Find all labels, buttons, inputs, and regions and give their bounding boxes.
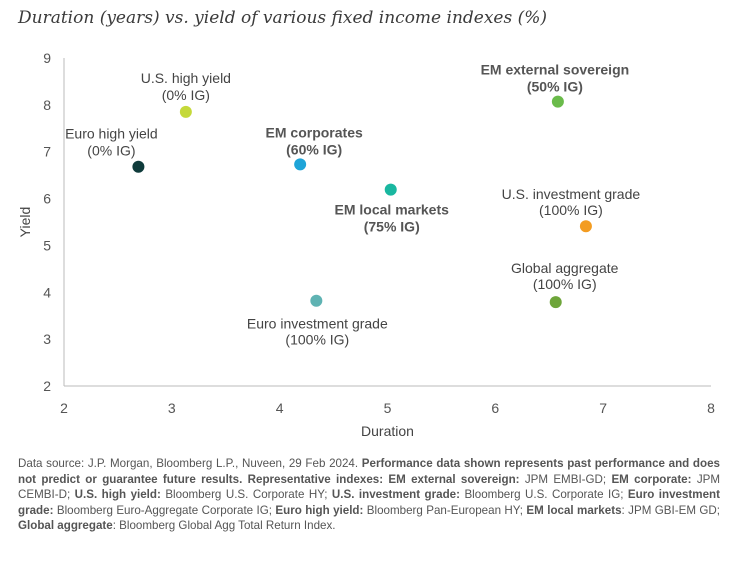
data-point bbox=[310, 294, 323, 307]
x-tick-label: 2 bbox=[60, 400, 68, 416]
footnote-segment: : Bloomberg Global Agg Total Return Inde… bbox=[112, 519, 336, 533]
y-tick-label: 7 bbox=[43, 144, 51, 160]
footnote: Data source: J.P. Morgan, Bloomberg L.P.… bbox=[18, 456, 720, 534]
data-point bbox=[384, 183, 397, 196]
footnote-segment: JPM EMBI-GD; bbox=[524, 472, 612, 486]
x-tick-label: 8 bbox=[707, 400, 715, 416]
point-sublabel: (50% IG) bbox=[527, 79, 583, 95]
data-point bbox=[579, 220, 592, 233]
footnote-segment: Data source: J.P. Morgan, Bloomberg L.P.… bbox=[18, 457, 362, 470]
y-tick-label: 6 bbox=[43, 191, 51, 207]
point-labels: U.S. high yield(0% IG)Euro high yield(0%… bbox=[65, 62, 640, 348]
footnote-segment: Global aggregate bbox=[18, 519, 113, 533]
x-tick-label: 3 bbox=[168, 400, 176, 416]
point-label: Euro high yield bbox=[65, 126, 158, 142]
y-tick-label: 5 bbox=[43, 237, 51, 253]
footnote-segment: EM local markets bbox=[526, 503, 622, 517]
footnote-segment: Bloomberg U.S. Corporate HY; bbox=[165, 488, 332, 502]
x-tick-label: 5 bbox=[384, 400, 392, 416]
point-sublabel: (0% IG) bbox=[162, 87, 210, 103]
tick-labels: 2 3 4 5 6 7 8 2 3 4 5 6 7 8 9 bbox=[43, 50, 715, 416]
footnote-segment: Euro high yield: bbox=[275, 503, 367, 517]
y-tick-label: 8 bbox=[43, 97, 51, 113]
y-axis-label: Yield bbox=[17, 207, 33, 238]
point-sublabel: (0% IG) bbox=[87, 143, 135, 159]
point-label: Global aggregate bbox=[511, 260, 619, 276]
point-label: EM local markets bbox=[335, 202, 450, 218]
x-tick-label: 7 bbox=[599, 400, 607, 416]
footnote-segment: EM corporate: bbox=[611, 472, 697, 486]
footnote-segment: : JPM GBI-EM GD; bbox=[621, 503, 720, 517]
point-label: U.S. high yield bbox=[141, 70, 231, 86]
x-tick-label: 4 bbox=[276, 400, 284, 416]
point-sublabel: (100% IG) bbox=[285, 332, 349, 348]
point-label: EM external sovereign bbox=[481, 62, 630, 78]
point-label: U.S. investment grade bbox=[502, 186, 641, 202]
y-tick-label: 9 bbox=[43, 50, 51, 66]
footnote-segment: U.S. investment grade: bbox=[331, 488, 465, 502]
x-tick-label: 6 bbox=[491, 400, 499, 416]
footnote-segment: JPM CEMBI-D; bbox=[18, 472, 720, 502]
point-sublabel: (75% IG) bbox=[364, 219, 420, 235]
data-point bbox=[549, 296, 562, 309]
axes bbox=[63, 58, 711, 387]
x-axis-label: Duration bbox=[361, 423, 414, 439]
footnote-segment: U.S. high yield: bbox=[74, 488, 166, 502]
footnote-segment: Bloomberg Euro-Aggregate Corporate IG; bbox=[56, 503, 276, 517]
data-point bbox=[179, 105, 192, 118]
chart-title: Duration (years) vs. yield of various fi… bbox=[18, 8, 548, 28]
data-point bbox=[294, 158, 307, 171]
point-sublabel: (60% IG) bbox=[286, 141, 342, 157]
data-point bbox=[132, 160, 145, 173]
data-points bbox=[132, 95, 592, 309]
y-tick-label: 3 bbox=[43, 331, 51, 347]
point-label: EM corporates bbox=[266, 124, 363, 140]
point-sublabel: (100% IG) bbox=[533, 276, 597, 292]
y-tick-label: 2 bbox=[43, 378, 51, 394]
footnote-segment: Performance data shown represents past p… bbox=[18, 457, 720, 486]
footnote-segment: Bloomberg U.S. Corporate IG; bbox=[464, 488, 628, 502]
y-tick-label: 4 bbox=[43, 284, 51, 300]
footnote-segment: Euro investment grade: bbox=[18, 488, 720, 517]
point-sublabel: (100% IG) bbox=[539, 202, 603, 218]
point-label: Euro investment grade bbox=[247, 316, 388, 332]
data-point bbox=[551, 95, 564, 108]
footnote-segment: Bloomberg Pan-European HY; bbox=[366, 503, 527, 517]
